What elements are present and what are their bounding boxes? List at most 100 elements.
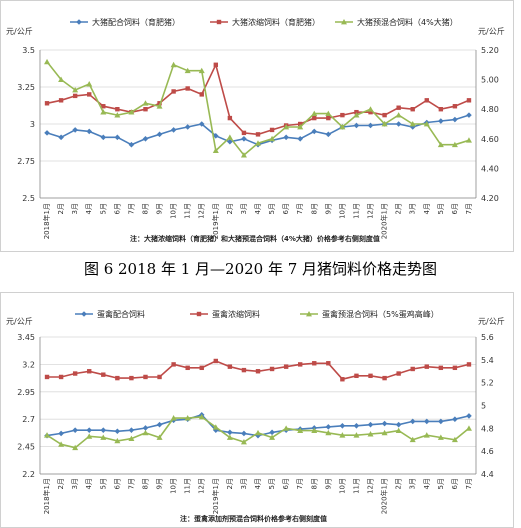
- series-2-point: [128, 109, 135, 115]
- series-2-point: [409, 121, 416, 127]
- series-0-point: [156, 421, 163, 428]
- chart-note: 注：蛋禽添加剂预混合饲料价格参考右侧刻度值: [180, 514, 327, 523]
- series-0-point: [213, 133, 219, 139]
- legend-label-2: 蛋禽预混合饲料（5%蛋鸡高峰）: [322, 309, 439, 319]
- series-1-point: [241, 130, 247, 136]
- y-right-unit-label: 元/公斤: [478, 26, 505, 36]
- x-tick-label: 5月: [437, 478, 445, 489]
- series-0-point: [423, 418, 430, 425]
- series-0-point: [142, 136, 149, 142]
- x-tick-label: 12月: [198, 203, 206, 219]
- x-tick-label: 7月: [296, 478, 304, 489]
- series-0-point: [353, 422, 360, 429]
- legend-label-2: 大猪预混合饲料（4%大猪）: [357, 17, 458, 27]
- series-1-point: [58, 98, 64, 103]
- series-1-point: [199, 92, 204, 97]
- x-tick-label: 6月: [451, 478, 459, 489]
- series-2-point: [381, 429, 388, 436]
- series-1-point: [72, 371, 78, 376]
- series-1-point: [185, 86, 190, 91]
- x-tick-label: 2020年1月: [380, 478, 389, 514]
- pig-feed-price-chart: 2.5 2.75 3 3.25 3.5 4.20 4.40 4.60 4.80 5.00 5.20 元…: [0, 0, 514, 252]
- x-tick-label: 7月: [127, 478, 135, 489]
- series-0-point: [325, 131, 332, 138]
- x-tick-label: 6月: [113, 478, 121, 489]
- series-1-point: [396, 105, 401, 110]
- x-tick-label: 2月: [395, 478, 403, 489]
- series-0-point: [72, 427, 78, 433]
- series-1-point: [269, 127, 275, 133]
- y-right-tick-label: 4.60: [481, 135, 499, 144]
- series-2-point: [58, 76, 65, 82]
- series-1-point: [72, 93, 78, 99]
- series-1-point: [101, 372, 106, 377]
- series-2-point: [72, 86, 79, 93]
- series-2-point: [184, 415, 191, 421]
- legend-marker-0: [76, 19, 82, 25]
- series-0-point: [269, 429, 275, 436]
- series-1-point: [283, 364, 289, 369]
- series-2-point: [170, 61, 177, 68]
- y-left-tick-label: 3.5: [22, 46, 35, 55]
- series-2-point: [198, 413, 205, 420]
- series-1-point: [255, 369, 261, 374]
- series-2-point: [44, 432, 51, 438]
- series-0-point: [198, 121, 205, 127]
- series-1-point: [382, 112, 387, 118]
- series-1-point: [424, 364, 429, 369]
- legend-label-0: 大猪配合饲料（育肥猪）: [92, 17, 180, 27]
- series-0-point: [381, 420, 388, 427]
- series-1-point: [438, 365, 444, 371]
- series-1-point: [368, 373, 373, 379]
- series-2-point: [212, 424, 219, 430]
- series-1-point: [87, 369, 92, 374]
- series-1-point: [129, 375, 134, 381]
- series-2-point: [226, 134, 233, 140]
- series-2-point: [128, 435, 135, 442]
- series-0-point: [367, 421, 374, 428]
- x-tick-label: 8月: [141, 478, 149, 489]
- series-1-point: [354, 373, 359, 379]
- series-2-point: [395, 427, 402, 434]
- series-1-point: [199, 365, 204, 371]
- x-tick-label: 8月: [141, 203, 149, 214]
- series-2-point: [198, 67, 205, 74]
- x-tick-label: 2018年1月: [42, 203, 51, 239]
- series-2-point: [437, 141, 444, 148]
- series-1-point: [171, 89, 176, 94]
- series-1-point: [326, 361, 331, 366]
- series-1-point: [466, 98, 472, 103]
- series-2-point: [395, 112, 402, 118]
- series-1-point: [368, 109, 373, 115]
- series-2-point: [381, 121, 388, 127]
- series-2-point: [311, 110, 318, 117]
- series-2-point: [100, 434, 107, 440]
- x-tick-label: 10月: [338, 203, 346, 219]
- series-2-point: [58, 441, 65, 447]
- y-left-tick-label: 2.45: [17, 443, 35, 452]
- series-1-point: [227, 115, 233, 121]
- x-tick-label: 11月: [184, 203, 192, 219]
- series-0-point: [156, 131, 163, 138]
- x-tick-label: 5月: [268, 478, 276, 489]
- series-1-point: [185, 365, 190, 371]
- x-tick-label: 3月: [71, 478, 79, 489]
- series-1-point: [143, 374, 148, 380]
- y-left-tick-label: 2.75: [17, 157, 35, 166]
- series-2-point: [325, 110, 332, 117]
- series-2-point: [156, 103, 163, 109]
- x-tick-label: 2月: [57, 478, 65, 489]
- y-left-tick-label: 3.2: [22, 360, 35, 369]
- series-1-point: [44, 374, 50, 380]
- series-1-point: [227, 364, 233, 369]
- y-left-tick-label: 2.2: [22, 470, 35, 479]
- series-2-point: [451, 436, 458, 443]
- y-right-tick-label: 4.80: [481, 105, 499, 114]
- series-2-point: [339, 432, 346, 438]
- series-2-point: [409, 436, 416, 443]
- series-2-point: [86, 81, 93, 87]
- series-1-point: [438, 107, 444, 112]
- series-2-point: [283, 425, 290, 431]
- x-tick-label: 2月: [57, 203, 65, 214]
